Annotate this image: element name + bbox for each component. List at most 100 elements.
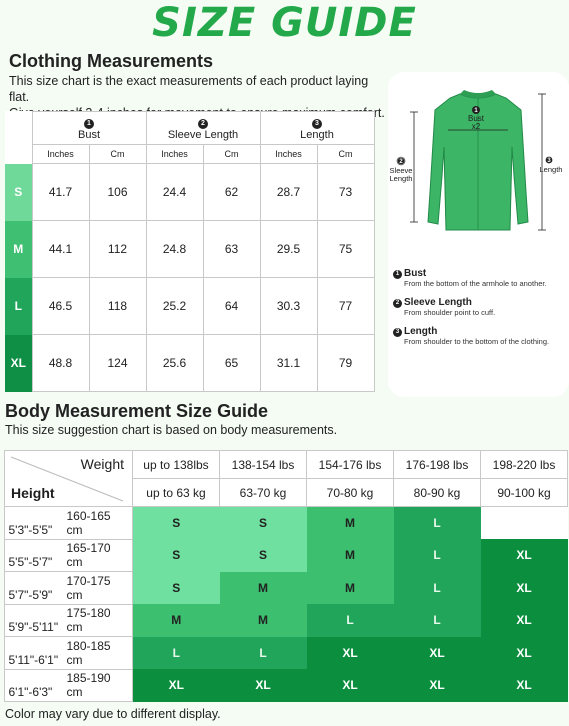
cell: 25.6 — [145, 334, 204, 392]
size-cell: XL — [393, 636, 481, 669]
cell: 64 — [202, 277, 261, 335]
size-label: XL — [5, 334, 32, 392]
cell: 79 — [316, 334, 375, 392]
size-cell: L — [393, 539, 481, 572]
weight-kg: 90-100 kg — [480, 478, 568, 507]
table-row: 6'1"-6'3"185-190 cm XL XL XL XL XL — [4, 668, 568, 702]
cell: 62 — [202, 163, 261, 221]
unit-inches: Inches — [259, 144, 318, 164]
cell: 25.2 — [145, 277, 204, 335]
cell: 24.8 — [145, 220, 204, 278]
size-cell: XL — [132, 669, 220, 702]
cell: 29.5 — [259, 220, 318, 278]
shirt-illustration: 1 Bust x2 2 Sleeve Length 3 Length — [390, 90, 562, 231]
weight-kg: 80-90 kg — [393, 478, 481, 507]
unit-cm: Cm — [316, 144, 375, 164]
size-cell: S — [132, 506, 220, 539]
table-row: 5'5"-5'7"165-170 cm S S M L XL — [4, 538, 568, 572]
size-cell: XL — [480, 636, 568, 669]
table-row: S 41.7 106 24.4 62 28.7 73 — [5, 163, 375, 221]
sleeve-marker-num: 2 — [399, 159, 403, 165]
table-row: 5'11"-6'1"180-185 cm L L XL XL XL — [4, 636, 568, 670]
sleeve-marker-label: Sleeve — [390, 166, 413, 175]
table-row: 5'3"-5'5"160-165 cm S S M L — [4, 506, 568, 540]
height-range: 5'11"-6'1"180-185 cm — [4, 636, 133, 670]
size-cell — [480, 506, 568, 539]
size-cell: L — [393, 571, 481, 604]
clothing-heading: Clothing Measurements — [9, 51, 214, 71]
bust-header: 1 Bust — [31, 111, 147, 145]
unit-cm: Cm — [202, 144, 261, 164]
size-cell: XL — [306, 636, 394, 669]
cell: 118 — [88, 277, 147, 335]
weight-label: Weight — [80, 456, 124, 472]
length-marker-num: 3 — [547, 158, 551, 164]
size-cell: M — [132, 604, 220, 637]
unit-inches: Inches — [145, 144, 204, 164]
cell: 63 — [202, 220, 261, 278]
table-row: 5'7"-5'9"170-175 cm S M M L XL — [4, 571, 568, 605]
cell: 65 — [202, 334, 261, 392]
size-cell: S — [132, 539, 220, 572]
height-range: 5'9"-5'11"175-180 cm — [4, 603, 133, 637]
size-cell: L — [132, 636, 220, 669]
weight-kg: up to 63 kg — [132, 478, 220, 507]
cell: 112 — [88, 220, 147, 278]
bust-marker-num: 1 — [474, 108, 478, 114]
body-guide-heading: Body Measurement Size Guide — [5, 401, 269, 421]
size-cell: M — [306, 539, 394, 572]
size-cell: XL — [480, 571, 568, 604]
bust-marker-x2: x2 — [472, 122, 481, 131]
cell: 124 — [88, 334, 147, 392]
height-range: 5'7"-5'9"170-175 cm — [4, 571, 133, 605]
cell: 48.8 — [31, 334, 90, 392]
size-cell: XL — [393, 669, 481, 702]
size-label: S — [5, 163, 32, 221]
size-cell: XL — [306, 669, 394, 702]
cell: 75 — [316, 220, 375, 278]
weight-kg: 70-80 kg — [306, 478, 394, 507]
sleeve-length-header: 2 Sleeve Length — [145, 111, 261, 145]
height-range: 6'1"-6'3"185-190 cm — [4, 668, 133, 702]
weight-lbs: 138-154 lbs — [219, 450, 307, 479]
size-cell: L — [393, 604, 481, 637]
height-range: 5'5"-5'7"165-170 cm — [4, 538, 133, 572]
size-cell: XL — [219, 669, 307, 702]
legend-sleeve-length: 2 Sleeve Length From shoulder point to cu… — [393, 297, 569, 317]
cell: 46.5 — [31, 277, 90, 335]
unit-inches: Inches — [31, 144, 90, 164]
cell: 106 — [88, 163, 147, 221]
sleeve-marker-label: Length — [390, 174, 413, 183]
size-cell: M — [306, 506, 394, 539]
size-cell: L — [306, 604, 394, 637]
size-cell: L — [219, 636, 307, 669]
size-cell: M — [306, 571, 394, 604]
cell: 44.1 — [31, 220, 90, 278]
table-row: XL 48.8 124 25.6 65 31.1 79 — [5, 334, 375, 392]
size-cell: XL — [480, 669, 568, 702]
cell: 41.7 — [31, 163, 90, 221]
page-title: SIZE GUIDE — [152, 0, 417, 46]
size-cell: XL — [480, 604, 568, 637]
cell: 30.3 — [259, 277, 318, 335]
table-row: 5'9"-5'11"175-180 cm M M L L XL — [4, 603, 568, 637]
table-row: L 46.5 118 25.2 64 30.3 77 — [5, 277, 375, 335]
weight-kg: 63-70 kg — [219, 478, 307, 507]
cell: 24.4 — [145, 163, 204, 221]
table-row: M 44.1 112 24.8 63 29.5 75 — [5, 220, 375, 278]
weight-lbs: 198-220 lbs — [480, 450, 568, 479]
weight-lbs: 154-176 lbs — [306, 450, 394, 479]
weight-lbs: up to 138lbs — [132, 450, 220, 479]
size-cell: M — [219, 604, 307, 637]
cell: 77 — [316, 277, 375, 335]
size-cell: S — [132, 571, 220, 604]
weight-height-corner: Weight Height — [4, 450, 133, 507]
color-note: Color may vary due to different display. — [5, 707, 221, 721]
height-range: 5'3"-5'5"160-165 cm — [4, 506, 133, 540]
size-cell: S — [219, 539, 307, 572]
cell: 73 — [316, 163, 375, 221]
diagonal-divider — [10, 456, 124, 502]
height-label: Height — [11, 485, 55, 501]
cell: 28.7 — [259, 163, 318, 221]
length-header: 3 Length — [259, 111, 375, 145]
